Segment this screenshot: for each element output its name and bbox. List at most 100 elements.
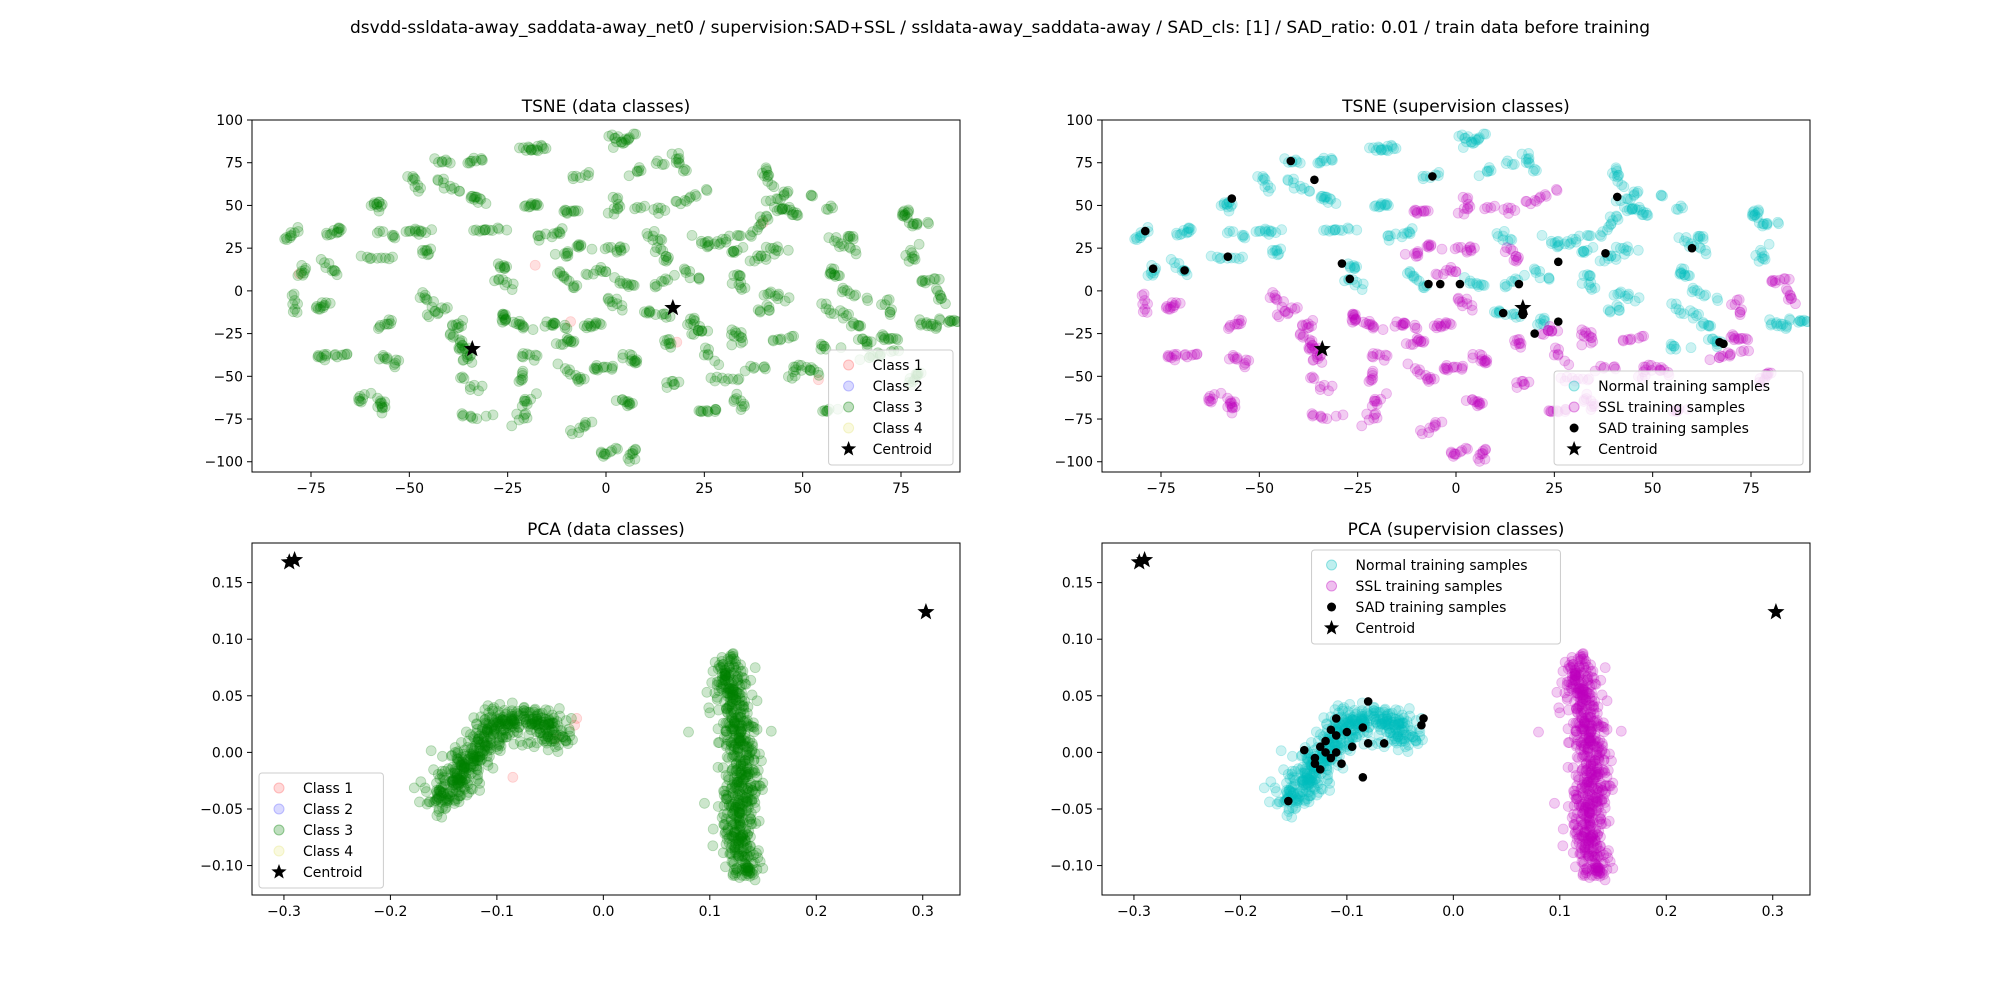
point-normal-training-samples [1712, 295, 1724, 306]
point-class-3 [913, 238, 925, 250]
point-class-3 [521, 395, 532, 407]
point-class-3 [759, 251, 771, 262]
point-class-3 [389, 361, 401, 373]
point-normal-training-samples [1631, 187, 1643, 199]
point-class-3 [678, 263, 690, 275]
point-class-3 [465, 752, 476, 764]
point-class-3 [737, 241, 749, 253]
point-normal-training-samples [1351, 224, 1363, 236]
point-class-3 [557, 339, 569, 350]
point-class-3 [827, 202, 839, 214]
point-ssl-training-samples [1474, 399, 1486, 410]
point-class-3 [692, 324, 704, 336]
legend-label: Class 2 [873, 379, 923, 395]
point-ssl-training-samples [1229, 353, 1241, 365]
point-ssl-training-samples [1447, 266, 1458, 277]
point-sad-training-samples [1435, 279, 1445, 289]
point-class-3 [529, 200, 541, 211]
x-tick-label: −0.1 [1330, 904, 1364, 920]
point-class-1 [671, 336, 683, 348]
point-class-3 [717, 847, 729, 859]
point-class-3 [561, 273, 573, 285]
point-class-3 [590, 317, 602, 328]
point-ssl-training-samples [1300, 319, 1312, 331]
point-ssl-training-samples [1552, 325, 1564, 337]
point-class-3 [760, 210, 772, 222]
point-class-3 [630, 355, 642, 367]
x-tick-label: 0.0 [592, 904, 614, 920]
point-normal-training-samples [1398, 228, 1410, 240]
point-ssl-training-samples [1186, 349, 1198, 361]
point-ssl-training-samples [1540, 190, 1552, 202]
point-normal-training-samples [1675, 200, 1687, 212]
point-class-3 [454, 185, 466, 197]
point-normal-training-samples [1605, 218, 1617, 230]
point-ssl-training-samples [1166, 352, 1177, 364]
point-normal-training-samples [1165, 254, 1177, 265]
point-normal-training-samples [1485, 165, 1497, 176]
point-class-3 [559, 248, 571, 259]
point-normal-training-samples [1326, 154, 1337, 166]
point-ssl-training-samples [1181, 351, 1193, 363]
point-class-3 [572, 373, 584, 384]
point-class-3 [776, 203, 788, 215]
point-ssl-training-samples [1264, 292, 1276, 304]
y-tick-label: 50 [225, 198, 243, 214]
point-class-3 [451, 768, 463, 780]
point-class-3 [934, 289, 946, 301]
point-ssl-training-samples [1742, 334, 1754, 346]
point-class-3 [532, 708, 544, 720]
point-ssl-training-samples [1191, 348, 1203, 360]
point-ssl-training-samples [1575, 667, 1587, 678]
point-class-3 [428, 296, 439, 307]
point-class-3 [603, 130, 615, 142]
point-class-3 [728, 716, 740, 728]
point-class-3 [836, 286, 848, 298]
point-normal-training-samples [1349, 263, 1361, 275]
point-class-3 [497, 274, 509, 285]
point-class-3 [285, 230, 296, 242]
point-class-3 [673, 148, 684, 159]
point-class-3 [331, 269, 343, 281]
point-normal-training-samples [1705, 320, 1717, 332]
point-class-3 [578, 320, 590, 332]
point-class-3 [497, 732, 509, 744]
point-class-3 [466, 357, 478, 368]
point-class-3 [684, 265, 696, 277]
point-class-3 [549, 318, 561, 329]
point-normal-training-samples [1383, 200, 1394, 212]
point-ssl-training-samples [1428, 320, 1440, 332]
point-class-3 [592, 364, 604, 376]
point-class-3 [760, 241, 772, 253]
point-sad-training-samples [1428, 172, 1437, 181]
point-class-3 [565, 425, 576, 436]
point-class-3 [733, 373, 745, 385]
point-normal-training-samples [1131, 234, 1143, 246]
point-class-3 [558, 270, 570, 282]
point-class-3 [546, 709, 558, 721]
point-class-3 [597, 450, 609, 462]
point-class-3 [466, 783, 478, 795]
point-ssl-training-samples [1307, 354, 1319, 366]
point-class-3 [473, 743, 485, 754]
point-class-3 [298, 267, 310, 279]
point-class-3 [754, 305, 766, 317]
point-ssl-training-samples [1363, 376, 1375, 387]
point-sad-training-samples [1553, 257, 1563, 267]
point-normal-training-samples [1756, 247, 1768, 259]
point-ssl-training-samples [1231, 318, 1243, 330]
point-normal-training-samples [1324, 225, 1335, 237]
point-ssl-training-samples [1415, 335, 1427, 347]
point-normal-training-samples [1330, 224, 1342, 235]
point-ssl-training-samples [1423, 427, 1435, 438]
point-class-3 [580, 417, 591, 428]
point-class-3 [654, 233, 666, 245]
point-class-3 [684, 272, 696, 284]
point-class-3 [452, 779, 464, 791]
point-ssl-training-samples [1306, 320, 1317, 332]
point-ssl-training-samples [1366, 374, 1378, 386]
point-class-3 [321, 348, 332, 360]
point-class-3 [444, 786, 456, 798]
point-ssl-training-samples [1587, 336, 1599, 347]
point-class-3 [531, 713, 543, 725]
